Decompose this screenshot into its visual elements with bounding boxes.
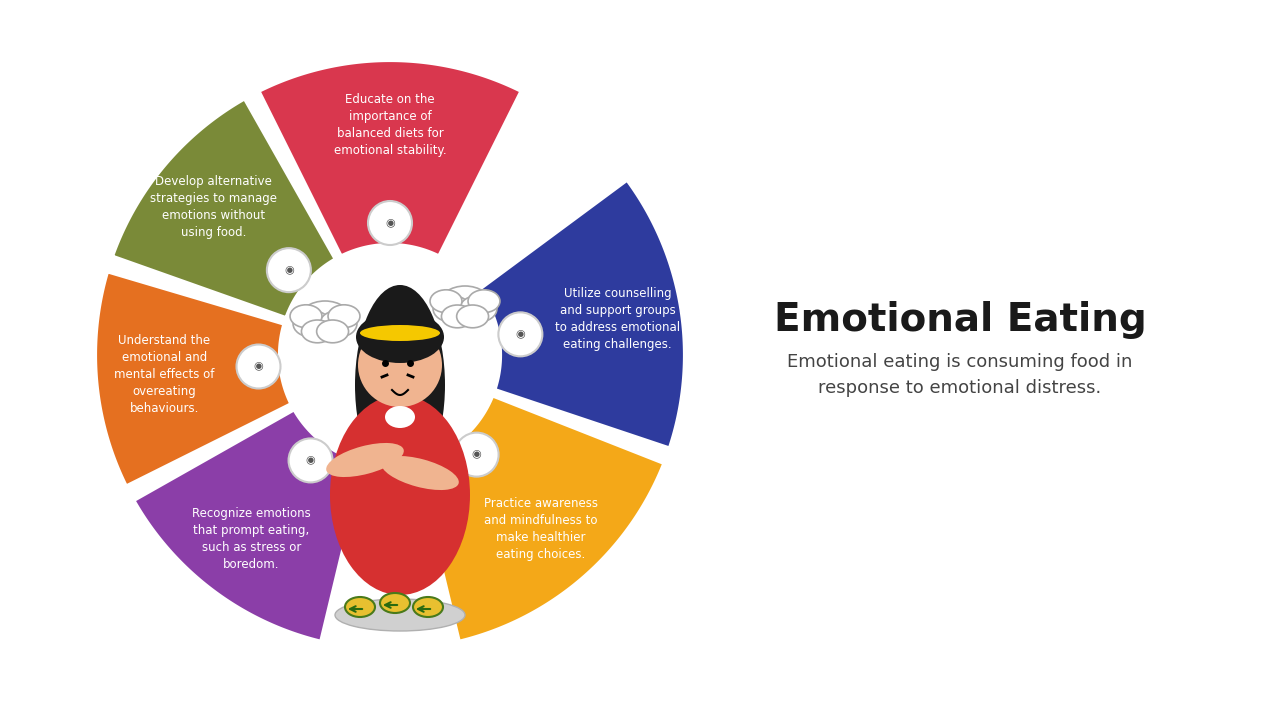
Ellipse shape	[298, 301, 352, 339]
Ellipse shape	[413, 597, 443, 617]
Ellipse shape	[355, 285, 445, 485]
Text: Recognize emotions
that prompt eating,
such as stress or
boredom.: Recognize emotions that prompt eating, s…	[192, 507, 311, 571]
Ellipse shape	[438, 286, 492, 324]
Polygon shape	[111, 98, 335, 318]
Ellipse shape	[460, 295, 497, 322]
Text: ◉: ◉	[385, 218, 394, 228]
Circle shape	[285, 250, 495, 460]
Ellipse shape	[468, 289, 500, 312]
Text: ◉: ◉	[306, 456, 315, 465]
Ellipse shape	[360, 325, 440, 341]
Text: ◉: ◉	[284, 265, 293, 275]
Ellipse shape	[335, 599, 465, 631]
Circle shape	[268, 248, 311, 292]
Text: Emotional eating is consuming food in
response to emotional distress.: Emotional eating is consuming food in re…	[787, 353, 1133, 397]
Ellipse shape	[380, 593, 410, 613]
Circle shape	[369, 201, 412, 245]
Ellipse shape	[326, 443, 403, 477]
Ellipse shape	[316, 320, 348, 343]
Ellipse shape	[291, 305, 323, 328]
Polygon shape	[259, 60, 522, 256]
Ellipse shape	[346, 597, 375, 617]
Text: ◉: ◉	[516, 329, 525, 339]
Ellipse shape	[356, 311, 444, 363]
Ellipse shape	[320, 310, 357, 337]
Ellipse shape	[330, 395, 470, 595]
Text: Practice awareness
and mindfulness to
make healthier
eating choices.: Practice awareness and mindfulness to ma…	[484, 497, 598, 561]
Ellipse shape	[328, 305, 360, 328]
Ellipse shape	[293, 310, 330, 337]
Ellipse shape	[442, 305, 474, 328]
Circle shape	[498, 312, 543, 356]
Circle shape	[237, 344, 280, 389]
Ellipse shape	[302, 320, 333, 343]
Polygon shape	[133, 409, 365, 642]
Polygon shape	[95, 271, 292, 487]
Text: Utilize counselling
and support groups
to address emotional
eating challenges.: Utilize counselling and support groups t…	[554, 287, 680, 351]
Text: ◉: ◉	[253, 361, 264, 372]
Circle shape	[454, 433, 499, 477]
Ellipse shape	[381, 456, 458, 490]
Polygon shape	[416, 395, 664, 642]
Ellipse shape	[433, 295, 470, 322]
Ellipse shape	[430, 289, 462, 312]
Circle shape	[288, 438, 333, 482]
Text: Educate on the
importance of
balanced diets for
emotional stability.: Educate on the importance of balanced di…	[334, 93, 447, 157]
Text: ◉: ◉	[472, 449, 481, 459]
Text: Understand the
emotional and
mental effects of
overeating
behaviours.: Understand the emotional and mental effe…	[114, 334, 215, 415]
Text: Develop alternative
strategies to manage
emotions without
using food.: Develop alternative strategies to manage…	[150, 175, 276, 239]
Text: Emotional Eating: Emotional Eating	[773, 301, 1147, 339]
Circle shape	[358, 323, 442, 407]
Ellipse shape	[457, 305, 489, 328]
Polygon shape	[479, 179, 685, 449]
Ellipse shape	[385, 406, 415, 428]
